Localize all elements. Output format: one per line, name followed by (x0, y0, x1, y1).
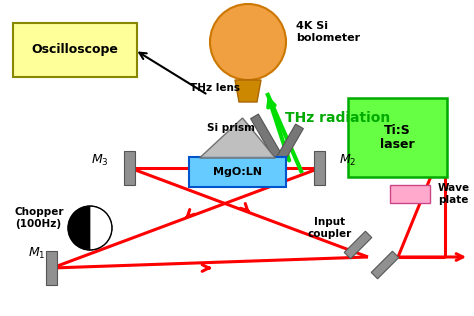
FancyBboxPatch shape (348, 98, 447, 177)
Text: $M_2$: $M_2$ (339, 152, 357, 167)
Polygon shape (315, 151, 326, 185)
Text: MgO:LN: MgO:LN (213, 167, 262, 177)
Text: Input
coupler: Input coupler (308, 217, 352, 239)
Text: Wave
plate: Wave plate (438, 183, 470, 205)
Text: THz lens: THz lens (190, 83, 240, 93)
Polygon shape (235, 80, 261, 102)
Wedge shape (90, 206, 112, 250)
Polygon shape (371, 251, 399, 279)
Polygon shape (251, 114, 283, 162)
Polygon shape (200, 118, 275, 158)
Text: $M_3$: $M_3$ (91, 152, 109, 167)
FancyBboxPatch shape (13, 23, 137, 77)
Polygon shape (271, 124, 303, 172)
Text: Si prism: Si prism (208, 123, 255, 133)
Circle shape (210, 4, 286, 80)
Text: THz radiation: THz radiation (285, 111, 390, 125)
Polygon shape (46, 251, 57, 285)
FancyBboxPatch shape (189, 157, 286, 187)
Wedge shape (68, 206, 90, 250)
Bar (390, 185, 430, 203)
Polygon shape (344, 231, 372, 259)
Polygon shape (125, 151, 136, 185)
Text: $M_1$: $M_1$ (28, 246, 46, 261)
Text: Ti:S
laser: Ti:S laser (380, 124, 415, 151)
Text: 4K Si
bolometer: 4K Si bolometer (296, 21, 360, 43)
Text: Oscilloscope: Oscilloscope (32, 44, 118, 57)
Text: Chopper
(100Hz): Chopper (100Hz) (15, 207, 64, 229)
